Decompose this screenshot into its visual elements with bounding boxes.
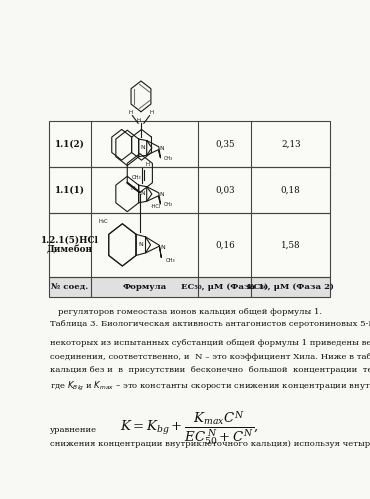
Text: соединения, соответственно, и  N – это коэффициент Хила. Ниже в таблице 3 для: соединения, соответственно, и N – это ко…: [50, 353, 370, 361]
Bar: [49, 213, 330, 276]
Text: некоторых из испытанных субстанций общей формулы 1 приведены величины EC₅₀.: некоторых из испытанных субстанций общей…: [50, 339, 370, 347]
Text: N: N: [130, 186, 135, 191]
Text: H: H: [129, 110, 133, 115]
Text: регуляторов гомеостаза ионов кальция общей формулы 1.: регуляторов гомеостаза ионов кальция общ…: [58, 308, 322, 316]
Text: N: N: [159, 192, 164, 197]
Text: № соед.: № соед.: [51, 282, 88, 290]
Text: 0,35: 0,35: [215, 140, 235, 149]
Bar: [49, 167, 330, 213]
Text: Таблица 3. Биологическая активность антагонистов серотониновых 5-НТ₆ рецепторов : Таблица 3. Биологическая активность анта…: [50, 320, 370, 328]
Bar: [49, 276, 330, 296]
Text: N: N: [159, 146, 164, 151]
Text: CH₃: CH₃: [164, 202, 173, 207]
Text: 0,18: 0,18: [281, 186, 300, 195]
Text: снижения концентрации внутриклеточного кальция) используя четырех параметрическо: снижения концентрации внутриклеточного к…: [50, 440, 370, 448]
Text: CH₃: CH₃: [164, 156, 173, 161]
Text: 0,16: 0,16: [215, 241, 235, 250]
Bar: [49, 167, 330, 213]
Text: N: N: [138, 243, 143, 248]
Text: N: N: [141, 145, 145, 150]
Text: N: N: [160, 246, 165, 250]
Text: EC₅₀, μM (Фаза 1): EC₅₀, μM (Фаза 1): [181, 282, 268, 290]
Text: CH₃: CH₃: [132, 175, 141, 180]
Bar: [49, 213, 330, 276]
Text: N: N: [141, 192, 145, 197]
Text: Формула: Формула: [122, 282, 166, 290]
Text: 1,58: 1,58: [281, 241, 300, 250]
Text: 0,03: 0,03: [215, 186, 235, 195]
Text: 2,13: 2,13: [281, 140, 300, 149]
Text: H₃C: H₃C: [99, 219, 108, 224]
Text: H: H: [149, 110, 153, 115]
Text: где $\mathit{K}_{Blg}$ и $\mathit{K}_{max}$ – это константы скорости снижения ко: где $\mathit{K}_{Blg}$ и $\mathit{K}_{ma…: [50, 380, 370, 393]
Text: кальция без и  в  присутствии  бесконечно  большой  концентрации  тестируемого: кальция без и в присутствии бесконечно б…: [50, 366, 370, 374]
Text: H: H: [145, 162, 149, 167]
Bar: [49, 121, 330, 167]
Bar: [49, 121, 330, 167]
Text: 1.1(1): 1.1(1): [55, 186, 85, 195]
Text: CH₃: CH₃: [166, 258, 175, 263]
Text: H: H: [137, 118, 141, 123]
Text: 1.2.1(5)HCl
Димебон: 1.2.1(5)HCl Димебон: [41, 235, 99, 254]
Text: 1.1(2): 1.1(2): [55, 140, 85, 149]
Text: $K = K_{bg}+\dfrac{K_{max}C^{N}}{EC_{50}^{\;N}+C^{N}},$: $K = K_{bg}+\dfrac{K_{max}C^{N}}{EC_{50}…: [120, 409, 259, 447]
Text: EC₅₀, μM (Фаза 2): EC₅₀, μM (Фаза 2): [247, 282, 334, 290]
Text: ·HCl: ·HCl: [151, 205, 161, 210]
Bar: [49, 276, 330, 296]
Text: уравнение: уравнение: [50, 426, 97, 434]
